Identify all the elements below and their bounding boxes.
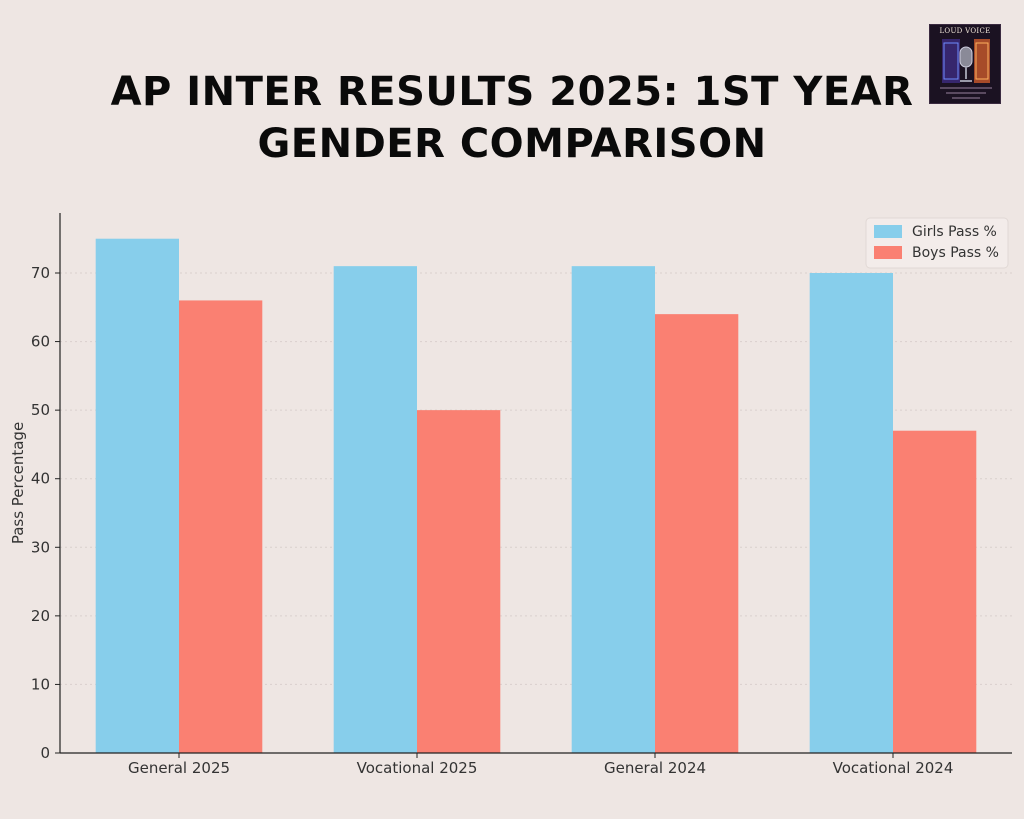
chart-title-line-2: GENDER COMPARISON	[257, 121, 767, 167]
legend: Girls Pass % Boys Pass %	[865, 217, 1009, 269]
x-tick-label: General 2024	[604, 759, 706, 777]
chart-title-line-1: AP INTER RESULTS 2025: 1ST YEAR	[110, 69, 914, 115]
bar-boys-4	[893, 430, 977, 753]
microphone-icon	[940, 39, 992, 99]
bar-girls-3	[571, 266, 655, 753]
x-tick-label: General 2025	[128, 759, 230, 777]
legend-swatch-boys	[874, 246, 902, 259]
bar-boys-2	[417, 410, 501, 753]
x-tick-label: Vocational 2024	[833, 759, 954, 777]
y-tick-label: 50	[31, 401, 50, 419]
y-tick-label: 70	[31, 264, 50, 282]
y-tick-label: 20	[31, 607, 50, 625]
chart-title: AP INTER RESULTS 2025: 1ST YEAR GENDER C…	[0, 66, 1024, 170]
bar-girls-4	[809, 273, 893, 753]
y-tick-label: 0	[40, 744, 50, 762]
loud-voice-logo: LOUD VOICE	[929, 24, 1001, 104]
y-tick-label: 60	[31, 333, 50, 351]
legend-label-boys: Boys Pass %	[912, 245, 999, 261]
y-tick-label: 10	[31, 675, 50, 693]
logo-text: LOUD VOICE	[939, 27, 991, 35]
bar-boys-3	[655, 314, 739, 753]
y-axis-label: Pass Percentage	[9, 422, 27, 544]
x-tick-label: Vocational 2025	[357, 759, 478, 777]
bar-girls-1	[95, 238, 179, 753]
y-tick-label: 30	[31, 538, 50, 556]
y-tick-label: 40	[31, 470, 50, 488]
legend-swatch-girls	[874, 225, 902, 238]
bar-girls-2	[333, 266, 417, 753]
bar-boys-1	[179, 300, 263, 753]
legend-label-girls: Girls Pass %	[912, 224, 997, 240]
